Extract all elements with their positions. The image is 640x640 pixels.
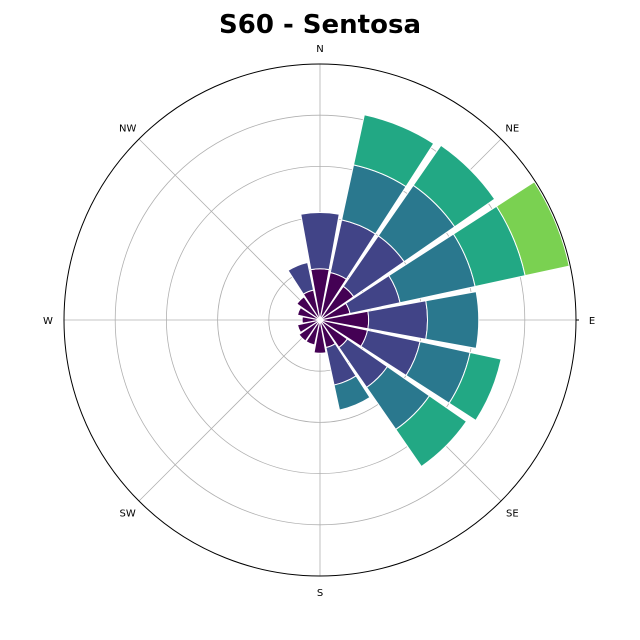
direction-label-n: N	[316, 44, 323, 55]
bar-dir-3-seg-4	[495, 181, 570, 277]
bar-dir-8-seg-0	[313, 319, 327, 354]
bar-dir-1-seg-3	[352, 114, 435, 188]
bar-dir-5-seg-3	[448, 351, 502, 422]
polar-frame	[63, 63, 579, 577]
direction-label-nw: NW	[119, 124, 136, 135]
grid-spoke-sw	[138, 319, 321, 502]
grid-spoke-nw	[138, 138, 321, 321]
bar-dir-2-seg-3	[412, 144, 496, 228]
bar-dir-14-seg-0	[296, 296, 321, 321]
bar-dir-12-seg-0	[301, 316, 321, 324]
bar-dir-11-seg-0	[296, 319, 321, 334]
wind-bars	[287, 114, 570, 468]
bar-dir-9-seg-0	[305, 319, 321, 346]
direction-label-se: SE	[506, 508, 519, 519]
chart-title: S60 - Sentosa	[219, 10, 421, 40]
bar-dir-6-seg-3	[395, 395, 468, 468]
bar-dir-15-seg-1	[287, 261, 315, 295]
direction-label-e: E	[589, 316, 595, 327]
direction-label-sw: SW	[120, 508, 136, 519]
direction-label-s: S	[317, 588, 323, 599]
direction-labels: N NE E SE S SW W NW	[43, 44, 595, 599]
bar-dir-4-seg-2	[425, 291, 480, 349]
bar-dir-13-seg-0	[296, 306, 321, 321]
bar-dir-10-seg-0	[298, 319, 321, 342]
direction-label-w: W	[43, 316, 53, 327]
direction-label-ne: NE	[505, 124, 519, 135]
bar-dir-0-seg-1	[300, 212, 340, 271]
bar-dir-7-seg-2	[333, 375, 371, 411]
